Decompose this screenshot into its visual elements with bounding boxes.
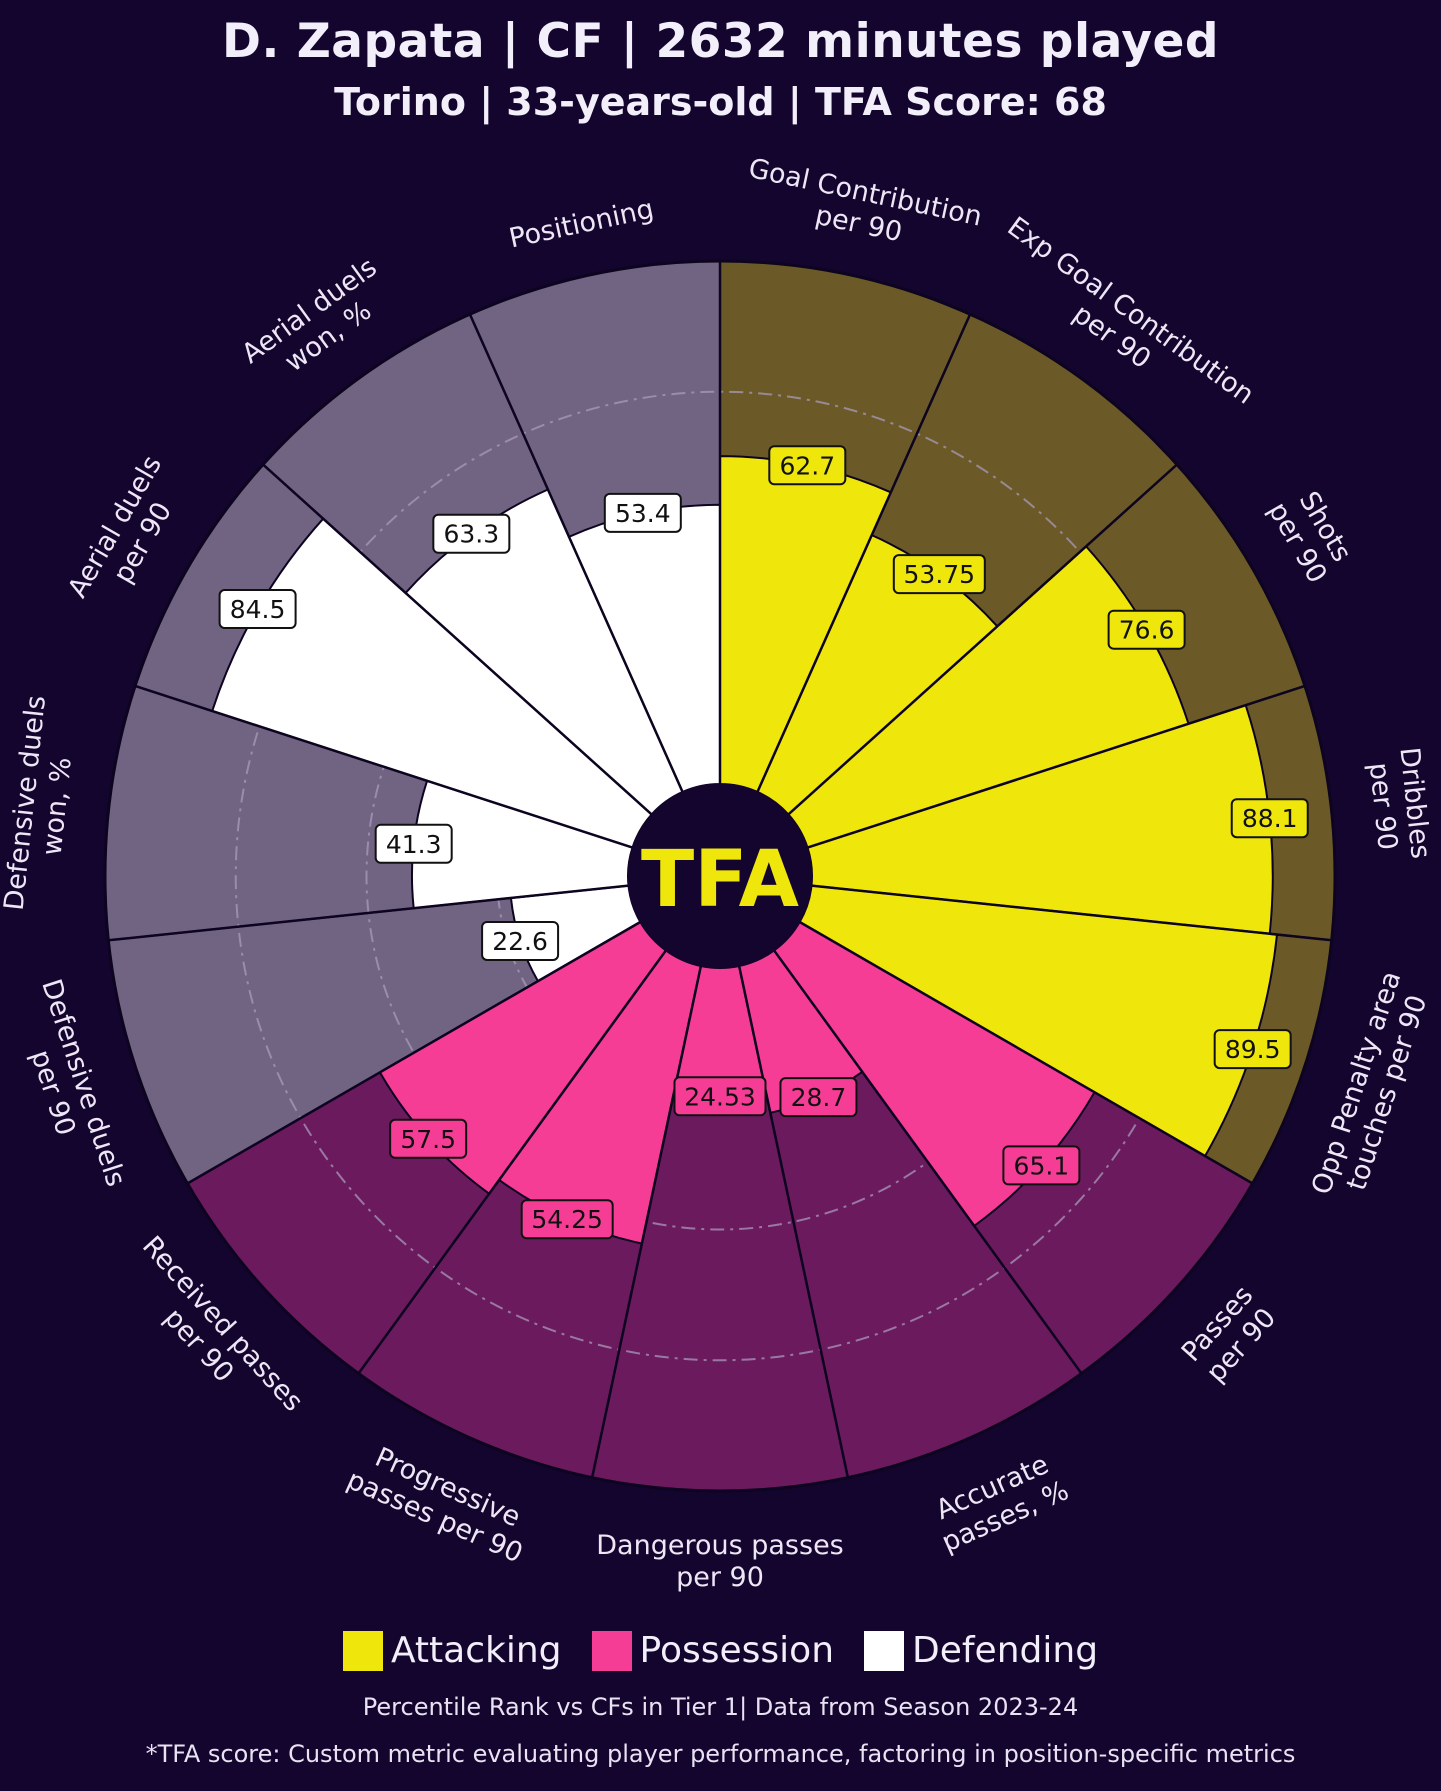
- slice-divider: [590, 965, 703, 1478]
- value-label-accurate-passes: 28.7: [779, 1077, 858, 1118]
- outer-ring: [103, 259, 1337, 1493]
- value-label-box: [432, 513, 511, 554]
- value-label-opp-penalty-area-touches-per-90: 89.5: [1213, 1029, 1292, 1070]
- slice-divider: [807, 684, 1306, 849]
- metric-label-positioning: Positioning: [506, 194, 656, 255]
- metric-label-line: Dangerous passes: [596, 1530, 843, 1561]
- chart-title: D. Zapata | CF | 2632 minutes played: [222, 14, 1219, 69]
- value-label-text: 63.3: [443, 520, 499, 549]
- legend-swatch-attacking: [342, 1630, 383, 1671]
- value-label-aerial-duels-per-90: 84.5: [218, 589, 297, 630]
- center-logo-circle: [627, 783, 813, 969]
- value-label-defensive-duels-won: 41.3: [374, 823, 453, 864]
- slice-divider: [468, 313, 684, 793]
- value-label-dangerous-passes-per-90: 24.53: [673, 1076, 767, 1117]
- value-label-box: [892, 554, 986, 595]
- value-label-box: [218, 589, 297, 630]
- slice-divider: [799, 920, 1254, 1185]
- center-logo-text: TFA: [641, 835, 799, 925]
- legend-label-possession: Possession: [639, 1630, 835, 1671]
- legend-swatch-possession: [591, 1630, 632, 1671]
- value-label-passes-per-90: 65.1: [1002, 1145, 1081, 1186]
- value-label-text: 53.75: [904, 560, 976, 589]
- legend-label-attacking: Attacking: [390, 1630, 562, 1671]
- value-label-text: 65.1: [1014, 1151, 1070, 1180]
- value-label-text: 53.4: [615, 499, 671, 528]
- value-label-box: [1230, 798, 1309, 839]
- value-label-text: 76.6: [1119, 616, 1175, 645]
- value-label-text: 89.5: [1225, 1035, 1281, 1064]
- slice-divider: [262, 463, 653, 816]
- footnote-source: Percentile Rank vs CFs in Tier 1| Data f…: [362, 1693, 1079, 1721]
- value-label-box: [779, 1077, 858, 1118]
- value-label-text: 57.5: [400, 1125, 456, 1154]
- value-label-dribbles-per-90: 88.1: [1230, 798, 1309, 839]
- slice-divider: [773, 949, 1083, 1375]
- value-label-box: [481, 920, 560, 961]
- value-label-goal-contribution-per-90: 62.7: [768, 445, 847, 486]
- value-slices: [210, 455, 1279, 1245]
- value-label-text: 54.25: [531, 1205, 603, 1234]
- slice-dividers: [103, 259, 1337, 1493]
- slice-divider: [737, 965, 850, 1478]
- legend-item-defending: Defending: [864, 1630, 1098, 1671]
- value-label-aerial-duels-won: 63.3: [432, 513, 511, 554]
- slice-divider: [108, 884, 629, 942]
- value-label-text: 41.3: [386, 830, 442, 859]
- value-label-text: 24.53: [684, 1082, 756, 1111]
- center-logo: TFA: [627, 783, 813, 969]
- slice-divider: [357, 949, 667, 1375]
- value-label-text: 28.7: [791, 1083, 847, 1112]
- slice-divider: [756, 313, 972, 793]
- value-label-box: [374, 823, 453, 864]
- value-label-box: [389, 1118, 468, 1159]
- value-label-exp-goal-contribution-per-90: 53.75: [892, 554, 986, 595]
- value-label-box: [603, 492, 682, 533]
- legend-label-defending: Defending: [912, 1630, 1099, 1671]
- value-label-received-passes-per-90: 57.5: [389, 1118, 468, 1159]
- legend-item-attacking: Attacking: [342, 1630, 562, 1671]
- slice-divider: [787, 463, 1178, 816]
- legend-item-possession: Possession: [591, 1630, 835, 1671]
- value-label-defensive-duels-per-90: 22.6: [481, 920, 560, 961]
- value-label-text: 84.5: [230, 595, 286, 624]
- slice-divider: [186, 920, 641, 1185]
- legend: Attacking Possession Defending: [0, 1630, 1441, 1671]
- slice-divider: [811, 884, 1332, 942]
- value-label-box: [1107, 609, 1186, 650]
- slice-divider: [134, 684, 633, 849]
- legend-swatch-defending: [864, 1630, 905, 1671]
- value-labels: 62.7 53.75 76.6 88.1 89.5 65.1 28.7 24.53 54.25 5…: [218, 445, 1309, 1240]
- metric-label-line: per 90: [676, 1562, 764, 1593]
- value-label-box: [768, 445, 847, 486]
- metric-label-line: Positioning: [506, 194, 656, 255]
- value-label-text: 88.1: [1242, 804, 1298, 833]
- value-label-positioning: 53.4: [603, 492, 682, 533]
- value-label-box: [673, 1076, 767, 1117]
- value-label-shots-per-90: 76.6: [1107, 609, 1186, 650]
- value-label-box: [1002, 1145, 1081, 1186]
- value-label-box: [520, 1199, 614, 1240]
- value-label-box: [1213, 1029, 1292, 1070]
- value-label-progressive-passes-per-90: 54.25: [520, 1199, 614, 1240]
- value-label-text: 62.7: [779, 451, 835, 480]
- value-label-text: 22.6: [492, 927, 548, 956]
- chart-subtitle: Torino | 33-years-old | TFA Score: 68: [334, 80, 1107, 124]
- footnote-disclaimer: *TFA score: Custom metric evaluating pla…: [145, 1740, 1296, 1768]
